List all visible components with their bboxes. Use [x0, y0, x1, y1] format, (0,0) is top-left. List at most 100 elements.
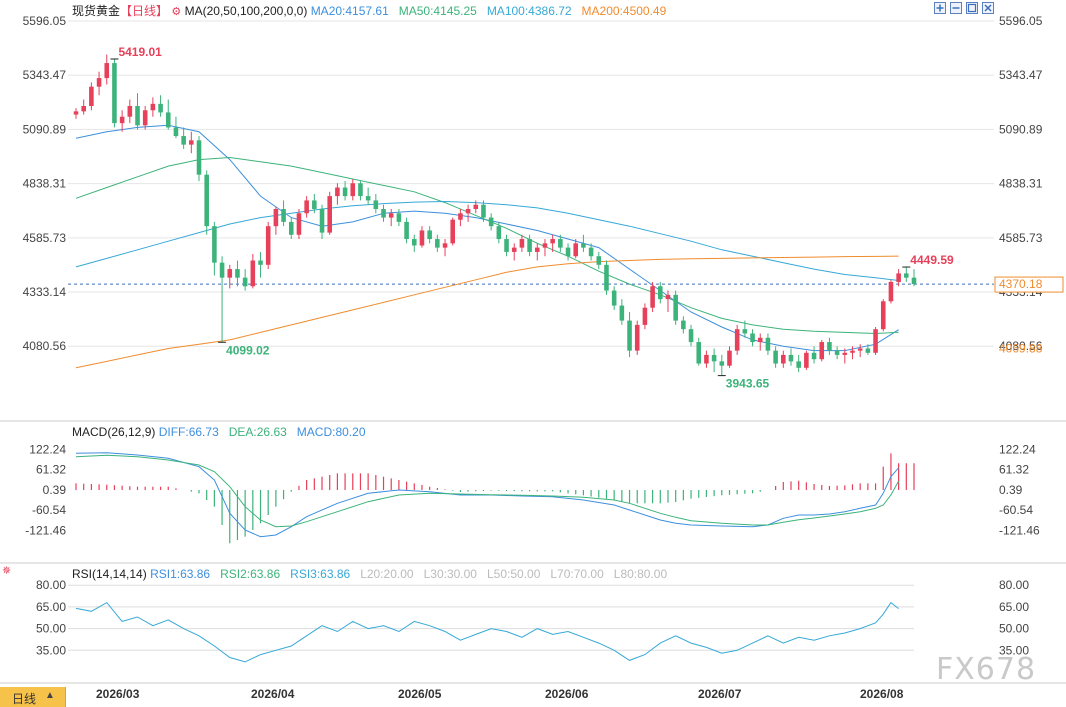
- candle-body: [319, 209, 325, 233]
- candle-body: [427, 230, 432, 240]
- candle-body: [104, 63, 110, 79]
- rsi-y-label-right: 35.00: [999, 643, 1029, 657]
- candle-body: [150, 103, 156, 111]
- candle-body: [165, 112, 171, 128]
- candle-body: [335, 187, 340, 197]
- candle-body: [296, 213, 302, 235]
- rsi-title-line: RSI(14,14,14) RSI1:63.86 RSI2:63.86 RSI3:6…: [72, 567, 677, 581]
- y-tick-label-right: 5343.47: [999, 68, 1043, 82]
- candle-body: [342, 187, 348, 197]
- annotation-label: 5419.01: [118, 45, 162, 59]
- macd-y-label-right: -60.54: [999, 503, 1033, 517]
- candle-body: [227, 269, 233, 278]
- candle-body: [750, 333, 755, 343]
- macd-value-1: DEA:26.63: [228, 425, 287, 439]
- candle-body: [696, 342, 702, 364]
- candle-body: [373, 200, 379, 209]
- zoom-in-icon[interactable]: [934, 2, 946, 14]
- candle-body: [788, 354, 794, 362]
- chart-title-line: 现货黄金【日线】 ⚙ MA(20,50,100,200,0,0) MA20:41…: [72, 2, 676, 19]
- candle-body: [688, 329, 694, 343]
- settings-gear-icon[interactable]: ⚙: [171, 6, 182, 18]
- candle-body: [281, 209, 286, 222]
- rsi-value-5: L50:50.00: [486, 567, 541, 581]
- candle-body: [896, 273, 901, 282]
- candle-body: [727, 350, 732, 366]
- candle-body: [619, 305, 625, 321]
- candle-body: [481, 204, 486, 218]
- candle-body: [773, 350, 778, 364]
- y-tick-label-left: 5343.47: [23, 68, 67, 82]
- rsi-value-6: L70:70.00: [550, 567, 604, 581]
- candle-body: [527, 239, 532, 252]
- current-price-label: 4370.18: [999, 277, 1043, 291]
- candle-body: [850, 350, 855, 353]
- period-tag[interactable]: 【日线】: [120, 4, 169, 18]
- candle-body: [857, 348, 863, 351]
- candle-body: [765, 337, 771, 351]
- macd-y-label-left: 61.32: [36, 463, 66, 477]
- macd-y-label-left: -60.54: [32, 503, 66, 517]
- candle-body: [358, 183, 363, 197]
- rsi-value-2: RSI3:63.86: [290, 567, 351, 581]
- candle-body: [519, 239, 525, 248]
- candle-body: [465, 209, 471, 214]
- candle-body: [504, 239, 509, 252]
- candle-body: [73, 111, 79, 115]
- candle-body: [742, 329, 748, 334]
- rsi-label: RSI(14,14,14): [72, 567, 147, 581]
- candle-body: [734, 329, 740, 351]
- y-tick-label-right: 5090.89: [999, 122, 1043, 136]
- candle-body: [458, 213, 463, 220]
- ma-value-0: MA20:4157.61: [310, 4, 389, 18]
- candle-body: [450, 219, 456, 244]
- rsi-value-0: RSI1:63.86: [150, 567, 211, 581]
- right-extra-label: 4069.88: [999, 342, 1043, 356]
- candle-body: [350, 183, 356, 197]
- zoom-out-icon[interactable]: [950, 2, 962, 14]
- ma-value-1: MA50:4145.25: [398, 4, 477, 18]
- period-tab[interactable]: 日线 ▲: [0, 687, 66, 707]
- candle-body: [542, 243, 548, 248]
- candle-body: [534, 247, 540, 252]
- candle-body: [550, 239, 555, 244]
- candle-body: [273, 209, 279, 227]
- annotation-label: 3943.65: [726, 377, 770, 391]
- annotation-label: 4449.59: [910, 253, 954, 267]
- candle-body: [250, 260, 256, 287]
- x-tick-label: 2026/04: [251, 687, 295, 701]
- rsi-y-label-left: 65.00: [36, 600, 66, 614]
- candle-body: [442, 243, 448, 248]
- y-tick-label-right: 4838.31: [999, 177, 1043, 191]
- candlesticks: [73, 54, 917, 376]
- close-icon[interactable]: [982, 2, 994, 14]
- ma-label: MA(20,50,100,200,0,0): [184, 4, 308, 18]
- rsi-y-label-right: 50.00: [999, 622, 1029, 636]
- candle-body: [573, 243, 579, 257]
- macd-y-label-left: 0.39: [43, 483, 67, 497]
- macd-y-label-right: -121.46: [999, 523, 1040, 537]
- candle-body: [119, 116, 125, 124]
- candle-body: [381, 209, 386, 218]
- candle-body: [827, 342, 832, 351]
- x-tick-label: 2026/08: [860, 687, 904, 701]
- candle-body: [473, 204, 479, 209]
- ma-values: MA20:4157.61 MA50:4145.25 MA100:4386.72 MA2…: [311, 4, 677, 18]
- candle-body: [127, 105, 133, 117]
- rsi-panel: [68, 584, 914, 663]
- candle-body: [834, 350, 840, 355]
- candle-body: [242, 277, 248, 287]
- candle-body: [196, 140, 202, 175]
- candle-body: [888, 281, 894, 302]
- macd-y-label-right: 122.24: [999, 442, 1036, 456]
- y-tick-label-left: 5596.05: [23, 14, 67, 28]
- watermark: FX678: [936, 652, 1037, 687]
- macd-y-label-left: -121.46: [25, 523, 66, 537]
- candle-body: [634, 324, 640, 351]
- rsi-line: [75, 601, 899, 663]
- fullscreen-icon[interactable]: [966, 2, 978, 14]
- candle-body: [719, 361, 725, 366]
- period-tab-arrow-icon: ▲: [45, 690, 55, 701]
- rsi-settings-icon[interactable]: ✵: [2, 565, 12, 577]
